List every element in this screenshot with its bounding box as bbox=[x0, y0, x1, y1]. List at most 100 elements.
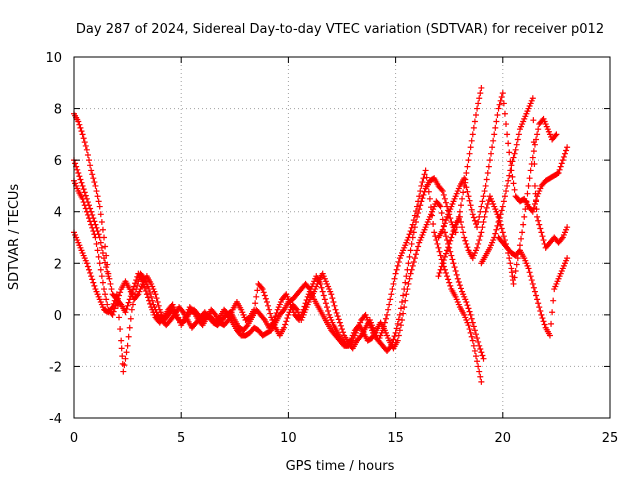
data-point bbox=[382, 315, 389, 322]
series-7 bbox=[495, 234, 571, 339]
data-point bbox=[263, 298, 270, 305]
data-point bbox=[468, 206, 475, 213]
data-point bbox=[82, 192, 89, 199]
data-point bbox=[395, 332, 402, 339]
data-point bbox=[518, 235, 525, 242]
data-point bbox=[132, 291, 139, 298]
data-point bbox=[442, 217, 449, 224]
data-point bbox=[321, 296, 328, 303]
data-point bbox=[473, 353, 479, 360]
data-point bbox=[468, 315, 475, 322]
data-point bbox=[81, 139, 88, 146]
data-point bbox=[476, 237, 483, 244]
data-point bbox=[456, 213, 463, 220]
data-point bbox=[439, 188, 446, 195]
data-point bbox=[511, 186, 518, 193]
data-point bbox=[510, 154, 517, 161]
y-tick-label: 2 bbox=[54, 257, 62, 272]
data-point bbox=[97, 239, 104, 246]
data-point bbox=[260, 315, 267, 322]
data-point bbox=[260, 289, 267, 296]
data-point bbox=[122, 355, 129, 362]
x-tick-label: 25 bbox=[602, 431, 619, 446]
data-point bbox=[557, 163, 564, 170]
data-point bbox=[89, 276, 96, 283]
data-point bbox=[477, 233, 484, 240]
data-point bbox=[410, 229, 417, 236]
data-point bbox=[405, 260, 412, 267]
data-point bbox=[328, 291, 335, 298]
data-point bbox=[395, 316, 402, 323]
data-point bbox=[392, 270, 399, 277]
data-point bbox=[469, 319, 476, 326]
data-point bbox=[79, 182, 86, 189]
data-point bbox=[444, 247, 451, 254]
data-point bbox=[408, 240, 415, 247]
data-point bbox=[477, 373, 484, 380]
data-point bbox=[122, 309, 129, 316]
data-point bbox=[464, 163, 471, 170]
data-point bbox=[148, 293, 155, 300]
data-point bbox=[546, 332, 553, 339]
data-point bbox=[408, 266, 415, 273]
data-point bbox=[444, 273, 451, 280]
data-point bbox=[402, 279, 409, 286]
data-point bbox=[269, 320, 276, 327]
data-point bbox=[461, 175, 468, 182]
data-point bbox=[558, 160, 565, 167]
data-point bbox=[272, 313, 279, 320]
data-point bbox=[96, 203, 103, 210]
data-point bbox=[82, 142, 89, 149]
data-point bbox=[339, 326, 345, 333]
data-point bbox=[91, 179, 98, 186]
data-point bbox=[508, 162, 515, 169]
data-point bbox=[141, 284, 148, 291]
data-point bbox=[146, 286, 153, 293]
data-point bbox=[253, 293, 260, 300]
data-point bbox=[414, 213, 421, 220]
y-tick-label: 6 bbox=[54, 154, 62, 169]
data-point bbox=[481, 213, 488, 220]
data-point bbox=[446, 279, 453, 286]
data-point bbox=[437, 266, 444, 273]
data-point bbox=[558, 235, 565, 242]
data-point bbox=[97, 211, 104, 218]
x-tick-label: 5 bbox=[177, 431, 185, 446]
data-point bbox=[440, 223, 447, 230]
data-point bbox=[492, 124, 499, 131]
data-point bbox=[273, 309, 280, 316]
data-point bbox=[466, 326, 473, 333]
data-point bbox=[457, 285, 464, 292]
data-point bbox=[447, 215, 454, 222]
data-point bbox=[554, 170, 561, 177]
data-point bbox=[534, 296, 541, 303]
data-point bbox=[75, 118, 82, 125]
data-point bbox=[124, 342, 131, 349]
data-point bbox=[318, 284, 325, 291]
data-point bbox=[123, 306, 130, 313]
data-point bbox=[512, 146, 519, 153]
data-point bbox=[303, 297, 310, 304]
data-point bbox=[499, 90, 506, 97]
data-point bbox=[83, 260, 90, 267]
data-point bbox=[396, 311, 403, 318]
data-point bbox=[536, 304, 543, 311]
data-point bbox=[474, 358, 481, 365]
data-point bbox=[507, 260, 514, 267]
chart-title: Day 287 of 2024, Sidereal Day-to-day VTE… bbox=[76, 22, 604, 37]
data-point bbox=[440, 191, 447, 198]
data-point bbox=[422, 167, 429, 174]
data-point bbox=[510, 280, 517, 287]
data-point bbox=[539, 233, 546, 240]
data-point bbox=[152, 291, 159, 298]
data-point bbox=[77, 176, 84, 183]
data-point bbox=[94, 193, 101, 200]
data-point bbox=[464, 188, 471, 195]
data-point bbox=[462, 237, 469, 244]
data-point bbox=[456, 208, 463, 215]
data-point bbox=[322, 300, 329, 307]
data-point bbox=[500, 198, 507, 205]
data-point bbox=[386, 301, 393, 308]
data-point bbox=[385, 306, 392, 313]
